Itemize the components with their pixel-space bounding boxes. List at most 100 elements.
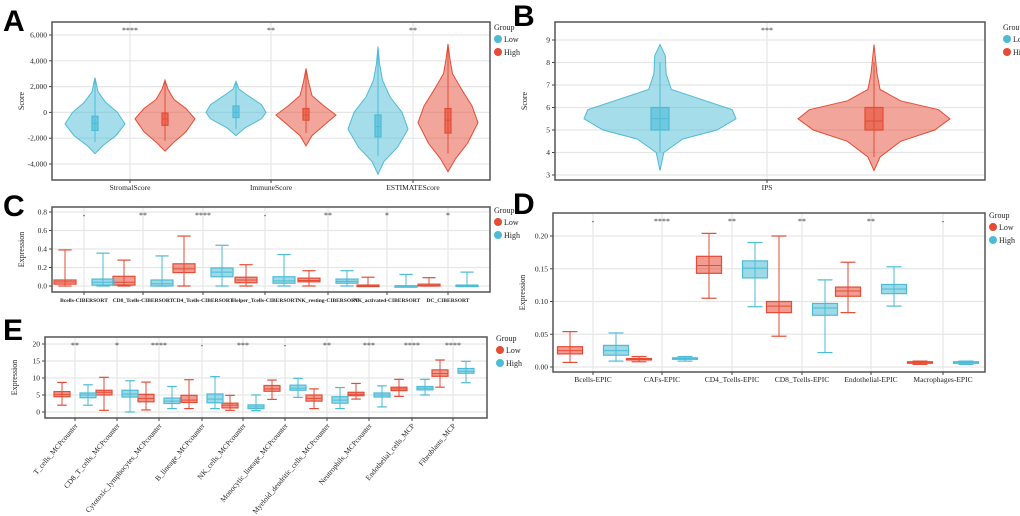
panel-label: E xyxy=(3,314,23,347)
box-iqr xyxy=(302,107,310,121)
box-iqr xyxy=(834,286,862,297)
y-tick-label: 0.00 xyxy=(535,363,548,372)
box-iqr xyxy=(172,263,196,274)
panel-d: D 0.00 0.05 0.10 0.15 0.20 Expression Bcells-EP… xyxy=(513,188,1015,384)
significance-label: - xyxy=(264,211,267,220)
plot-frame xyxy=(51,206,491,293)
legend-label-low: Low xyxy=(999,223,1014,232)
legend-marker-low xyxy=(494,35,502,43)
x-tick-label: Myeloid_dendritic_cells_MCPcounter xyxy=(250,421,331,516)
box-low xyxy=(390,378,408,397)
box-low xyxy=(906,360,934,365)
y-tick-label: 4,000 xyxy=(30,56,47,65)
legend-marker-high xyxy=(494,48,502,56)
significance-label: - xyxy=(83,211,86,220)
box-low xyxy=(180,379,198,410)
panel-e: E 0 5 10 15 20 Expression T_cells_MCPcounter ** C… xyxy=(3,314,522,516)
box-low xyxy=(53,381,71,406)
x-tick-label: CD8_Tcells-EPIC xyxy=(775,375,829,384)
panel-label: A xyxy=(3,5,25,38)
y-axis-title: Score xyxy=(17,91,26,110)
box-high xyxy=(416,378,434,396)
box-low xyxy=(625,355,653,363)
box-low xyxy=(112,259,136,287)
legend-label-high: High xyxy=(506,359,522,368)
box-high xyxy=(206,376,224,410)
box-high xyxy=(880,266,908,307)
legend-label-low: Low xyxy=(504,218,519,227)
y-tick-label: 0.15 xyxy=(535,264,548,273)
box-high xyxy=(457,360,475,384)
significance-label: - xyxy=(942,217,945,226)
box-high xyxy=(150,255,174,287)
significance-label: *** xyxy=(761,26,773,35)
box-high xyxy=(331,386,349,410)
significance-label: ** xyxy=(267,26,275,35)
box-high xyxy=(163,385,181,410)
y-tick-label: 0 xyxy=(43,108,47,117)
box-high xyxy=(394,273,418,288)
x-tick-label: Endothelial_cells_MCP xyxy=(364,422,417,483)
box-low xyxy=(347,382,365,400)
x-tick-label: ESTIMATEScore xyxy=(386,183,440,192)
box-iqr xyxy=(289,384,307,391)
box-low xyxy=(221,394,239,411)
significance-label: - xyxy=(592,217,595,226)
x-tick-label: NK_activated-CIBERSORT xyxy=(354,298,421,304)
significance-label: **** xyxy=(122,26,138,35)
y-tick-label: 3 xyxy=(546,171,550,180)
significance-label: - xyxy=(284,341,287,350)
legend-marker-high xyxy=(1003,48,1011,56)
significance-label: ** xyxy=(71,341,79,350)
x-tick-label: CD4_Tcells-EPIC xyxy=(705,375,759,384)
x-tick-label: Helper_Tcells-CIBERSORT xyxy=(232,298,299,304)
significance-label: ** xyxy=(409,26,417,35)
legend-marker-low xyxy=(494,218,502,226)
box-high xyxy=(811,279,839,354)
y-tick-label: 20 xyxy=(33,340,41,349)
significance-label: **** xyxy=(404,341,420,350)
x-tick-label: NK_resting-CIBERSORT xyxy=(297,298,358,304)
box-high xyxy=(247,394,265,412)
significance-label: - xyxy=(201,341,204,350)
box-high xyxy=(671,355,699,362)
x-tick-label: Monocytic_lineage_MCPcounter xyxy=(218,421,289,504)
box-low xyxy=(556,331,584,364)
violin-low xyxy=(64,77,126,155)
box-high xyxy=(455,271,479,288)
y-axis-title: Expression xyxy=(17,232,26,268)
box-high xyxy=(335,270,359,287)
y-tick-label: 15 xyxy=(33,357,41,366)
box-low xyxy=(95,376,113,411)
box-iqr xyxy=(112,275,136,286)
panel-c: C 0.0 0.2 0.4 0.6 0.8 Expression Bcells-CIBERSO… xyxy=(3,190,520,304)
box-high xyxy=(272,253,296,287)
significance-label: ** xyxy=(867,217,875,226)
significance-label: **** xyxy=(195,211,211,220)
legend-label-high: High xyxy=(1013,48,1020,57)
box-iqr xyxy=(695,255,723,274)
box-high xyxy=(91,252,115,287)
box-low xyxy=(297,270,321,287)
y-tick-label: 0.2 xyxy=(38,263,48,272)
legend-title: Group xyxy=(494,23,514,32)
box-iqr xyxy=(150,279,174,287)
y-tick-label: 8 xyxy=(546,58,550,67)
box-high xyxy=(602,332,630,362)
violin-high xyxy=(797,44,951,172)
x-tick-label: Bcells-EPIC xyxy=(574,375,612,384)
legend-label-high: High xyxy=(504,48,520,57)
violin-high xyxy=(417,43,479,173)
box-iqr xyxy=(180,394,198,404)
box-low xyxy=(431,359,449,388)
y-tick-label: 0.10 xyxy=(535,297,548,306)
box-iqr xyxy=(811,302,839,316)
legend-marker-high xyxy=(496,359,504,367)
significance-label: **** xyxy=(654,217,670,226)
box-low xyxy=(137,381,155,411)
plot-frame xyxy=(552,212,986,373)
significance-label: ** xyxy=(798,217,806,226)
legend-label-low: Low xyxy=(506,346,521,355)
box-iqr xyxy=(741,260,769,279)
x-tick-label: Macrophages-EPIC xyxy=(913,375,972,384)
